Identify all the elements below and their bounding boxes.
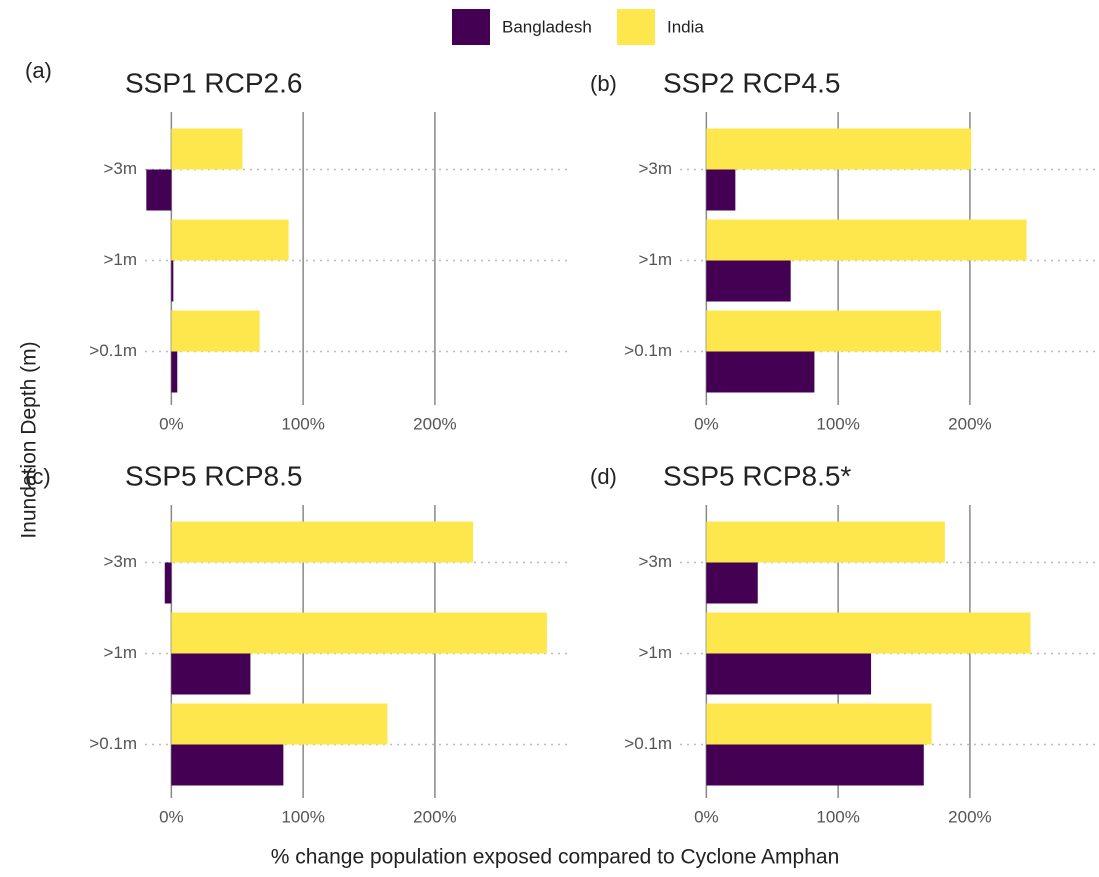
bar <box>171 219 289 261</box>
bar <box>164 562 172 604</box>
bar <box>706 310 941 352</box>
x-tick-label: 200% <box>413 807 456 826</box>
bar <box>706 260 791 302</box>
bar <box>706 612 1031 654</box>
x-tick-label: 100% <box>816 807 859 826</box>
bar <box>706 653 872 695</box>
x-tick-label: 0% <box>159 414 184 433</box>
x-tick-label: 100% <box>816 414 859 433</box>
panel-title: SSP2 RCP4.5 <box>663 67 840 98</box>
bar <box>706 562 758 604</box>
x-tick-label: 0% <box>694 414 719 433</box>
bar <box>706 351 815 393</box>
x-tick-label: 200% <box>413 414 456 433</box>
y-tick-label: >1m <box>103 643 137 662</box>
x-tick-label: 100% <box>281 807 324 826</box>
y-tick-label: >3m <box>103 159 137 178</box>
legend-label: India <box>667 17 704 36</box>
legend-swatch <box>617 9 655 45</box>
panel-title: SSP1 RCP2.6 <box>125 67 302 98</box>
bar <box>171 128 243 170</box>
panel-label: (c) <box>25 464 51 489</box>
y-tick-label: >3m <box>103 552 137 571</box>
legend-swatch <box>452 9 490 45</box>
panel-label: (d) <box>590 464 617 489</box>
x-tick-label: 200% <box>948 414 991 433</box>
bar <box>706 744 924 786</box>
x-tick-label: 200% <box>948 807 991 826</box>
bar <box>171 310 260 352</box>
panel-label: (a) <box>25 58 52 83</box>
bar <box>171 521 474 563</box>
bar <box>146 169 172 211</box>
bar <box>706 703 932 745</box>
x-tick-label: 100% <box>281 414 324 433</box>
panel-title: SSP5 RCP8.5 <box>125 460 302 491</box>
y-axis-label: Inundation Depth (m) <box>18 341 41 538</box>
y-tick-label: >3m <box>638 159 672 178</box>
bar <box>706 169 736 211</box>
y-tick-label: >1m <box>638 643 672 662</box>
bar <box>706 521 945 563</box>
bar <box>171 653 251 695</box>
bar <box>706 219 1027 261</box>
panel-label: (b) <box>590 71 617 96</box>
y-tick-label: >3m <box>638 552 672 571</box>
y-tick-label: >0.1m <box>624 734 672 753</box>
y-tick-label: >0.1m <box>624 341 672 360</box>
bar <box>171 744 284 786</box>
bar <box>171 703 388 745</box>
x-tick-label: 0% <box>694 807 719 826</box>
bar <box>706 128 972 170</box>
bar <box>171 351 178 393</box>
y-tick-label: >1m <box>638 250 672 269</box>
y-tick-label: >0.1m <box>89 341 137 360</box>
legend-label: Bangladesh <box>502 17 592 36</box>
panel-title: SSP5 RCP8.5* <box>663 460 851 491</box>
bar <box>171 260 174 302</box>
y-tick-label: >1m <box>103 250 137 269</box>
x-tick-label: 0% <box>159 807 184 826</box>
y-tick-label: >0.1m <box>89 734 137 753</box>
bar <box>171 612 547 654</box>
x-axis-label: % change population exposed compared to … <box>271 846 840 869</box>
